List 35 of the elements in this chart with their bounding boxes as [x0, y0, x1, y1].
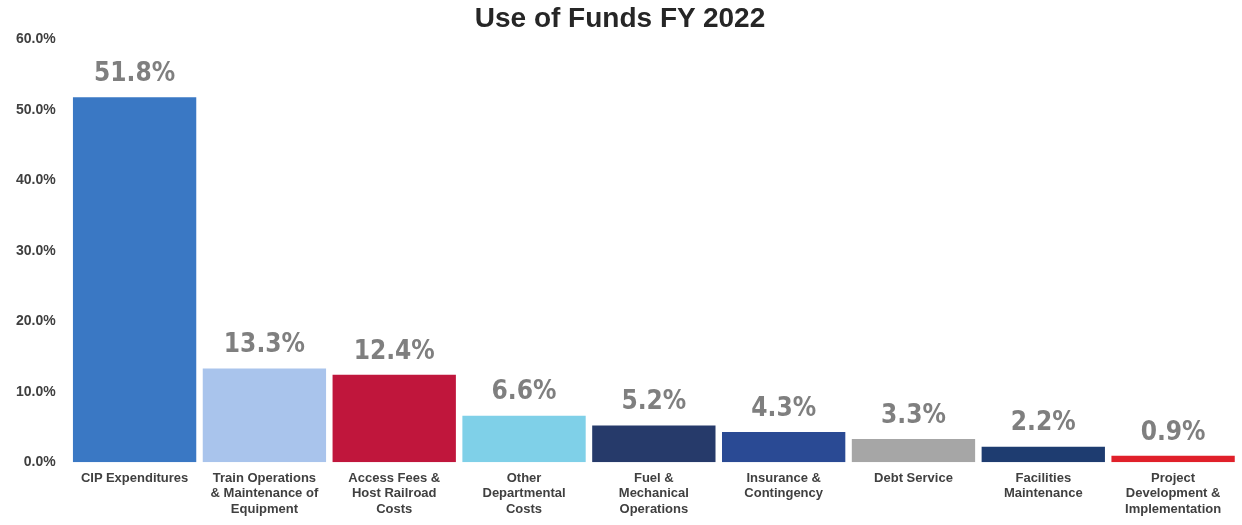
chart-title: Use of Funds FY 2022: [474, 1, 766, 33]
x-tick-label: Insurance & Contingency: [744, 469, 824, 501]
data-label: 2.2%: [1010, 406, 1076, 437]
bar: [1111, 455, 1235, 463]
y-tick-label: 20.0%: [15, 312, 57, 329]
y-tick-label: 50.0%: [15, 100, 57, 117]
bar: [462, 415, 586, 463]
data-label: 5.2%: [621, 385, 687, 416]
bar: [981, 446, 1105, 463]
x-tick-label: Fuel & Mechanical Operations: [618, 469, 689, 516]
x-tick-label: Project Development & Implementation: [1125, 469, 1222, 516]
data-label: 0.9%: [1140, 415, 1206, 446]
data-label: 3.3%: [881, 398, 946, 429]
x-tick-label: Access Fees & Host Railroad Costs: [348, 469, 441, 516]
bar: [202, 368, 327, 463]
x-tick-label: Other Departmental Costs: [482, 469, 566, 516]
x-tick-label: Train Operations & Maintenance of Equipment: [210, 469, 319, 516]
bar: [851, 438, 976, 463]
y-tick-label: 40.0%: [15, 171, 57, 188]
bar: [592, 425, 716, 463]
bar: [72, 97, 197, 463]
x-tick-label: Facilities Maintenance: [1003, 469, 1083, 501]
data-label: 6.6%: [491, 375, 557, 406]
data-label: 51.8%: [94, 57, 176, 88]
y-tick-label: 10.0%: [15, 382, 57, 399]
bar: [332, 374, 456, 463]
data-label: 12.4%: [353, 334, 435, 365]
data-label: 4.3%: [751, 391, 817, 422]
y-tick-label: 0.0%: [23, 453, 57, 470]
x-tick-label: CIP Expenditures: [80, 469, 189, 485]
data-label: 13.3%: [223, 328, 305, 359]
bar: [722, 431, 846, 463]
y-tick-label: 60.0%: [15, 30, 57, 47]
y-tick-label: 30.0%: [15, 241, 57, 258]
x-tick-label: Debt Service: [874, 469, 953, 485]
